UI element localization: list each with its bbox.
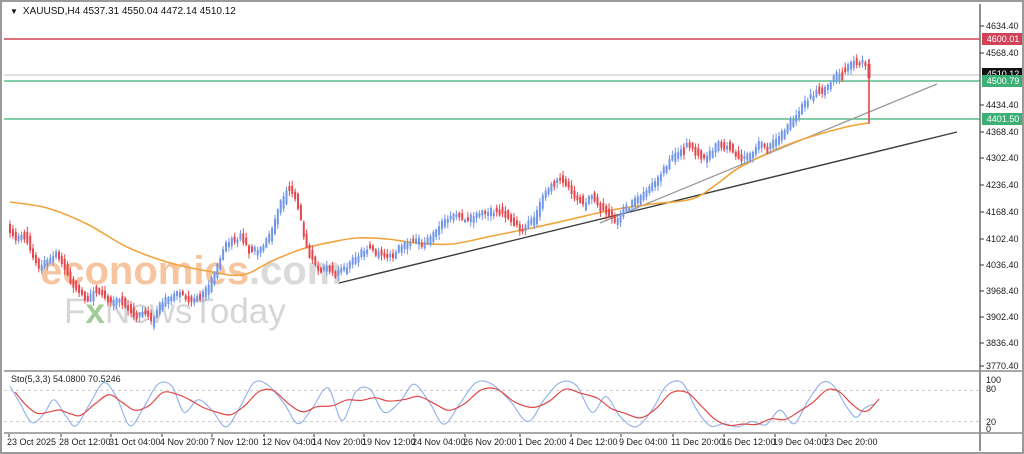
time-axis-label: 23 Dec 20:00 bbox=[824, 437, 878, 447]
trendline-1 bbox=[338, 131, 958, 284]
chart-title-bar: ▼ XAUUSD,H4 4537.31 4550.04 4472.14 4510… bbox=[10, 6, 236, 17]
price-marker-4500.79: 4500.79 bbox=[982, 75, 1022, 87]
time-axis-label: 23 Oct 2025 bbox=[7, 437, 57, 447]
stochastic-k-line bbox=[9, 380, 875, 428]
price-marker-4401.50: 4401.50 bbox=[982, 113, 1022, 125]
watermark-news-f: F bbox=[64, 292, 86, 331]
price-axis-label: 4434.40 bbox=[986, 100, 1019, 110]
sto-scale-label: 100 bbox=[986, 375, 1002, 385]
time-axis-label: 7 Nov 12:00 bbox=[210, 437, 259, 447]
time-axis-label: 31 Oct 04:00 bbox=[109, 437, 161, 447]
time-axis-label: 12 Nov 04:00 bbox=[262, 437, 316, 447]
symbol-ohlc-title: XAUUSD,H4 4537.31 4550.04 4472.14 4510.1… bbox=[22, 6, 236, 17]
price-axis-label: 3770.40 bbox=[986, 361, 1019, 371]
price-axis-label: 4236.40 bbox=[986, 180, 1019, 190]
time-axis-label: 4 Nov 20:00 bbox=[160, 437, 209, 447]
price-axis-label: 4102.40 bbox=[986, 234, 1019, 244]
sto-scale-label: 80 bbox=[986, 384, 997, 394]
sto-scale-label: 0 bbox=[986, 424, 992, 434]
price-axis-label: 3968.40 bbox=[986, 286, 1019, 296]
time-axis-label: 1 Dec 20:00 bbox=[518, 437, 567, 447]
sto-scale-label: 20 bbox=[986, 417, 997, 427]
watermark-fxnewstoday-logo: FxNewsToday bbox=[64, 294, 286, 329]
time-axis-label: 9 Dec 04:00 bbox=[619, 437, 668, 447]
price-axis-label: 4302.40 bbox=[986, 153, 1019, 163]
stochastic-indicator-label: Sto(5,3,3) 54.0800 70.5246 bbox=[11, 374, 121, 384]
moving-average-line bbox=[9, 122, 869, 277]
symbol-dropdown-icon[interactable]: ▼ bbox=[10, 6, 18, 16]
watermark-news-rest: NewsToday bbox=[104, 292, 286, 331]
stochastic-d-line bbox=[14, 387, 880, 427]
time-axis-label: 24 Nov 04:00 bbox=[412, 437, 466, 447]
price-axis-label: 3836.40 bbox=[986, 338, 1019, 348]
time-axis-label: 16 Dec 12:00 bbox=[722, 437, 776, 447]
watermark-news-x-icon: x bbox=[85, 292, 105, 331]
time-axis-label: 14 Nov 20:00 bbox=[312, 437, 366, 447]
time-axis-label: 11 Dec 20:00 bbox=[671, 437, 724, 447]
time-axis-label: 19 Nov 12:00 bbox=[362, 437, 416, 447]
price-axis-label: 4368.40 bbox=[986, 127, 1019, 137]
price-marker-4600.01: 4600.01 bbox=[982, 33, 1022, 45]
time-axis-label: 19 Dec 04:00 bbox=[773, 437, 827, 447]
time-axis-label: 4 Dec 12:00 bbox=[569, 437, 618, 447]
price-axis-label: 4168.40 bbox=[986, 207, 1019, 217]
time-axis-label: 28 Oct 12:00 bbox=[59, 437, 111, 447]
price-axis-label: 4036.40 bbox=[986, 260, 1019, 270]
price-axis-label: 4634.40 bbox=[986, 21, 1019, 31]
candles-group bbox=[9, 54, 871, 331]
price-axis-label: 3902.40 bbox=[986, 312, 1019, 322]
time-axis-label: 26 Nov 20:00 bbox=[463, 437, 517, 447]
price-axis-label: 4568.40 bbox=[986, 48, 1019, 58]
